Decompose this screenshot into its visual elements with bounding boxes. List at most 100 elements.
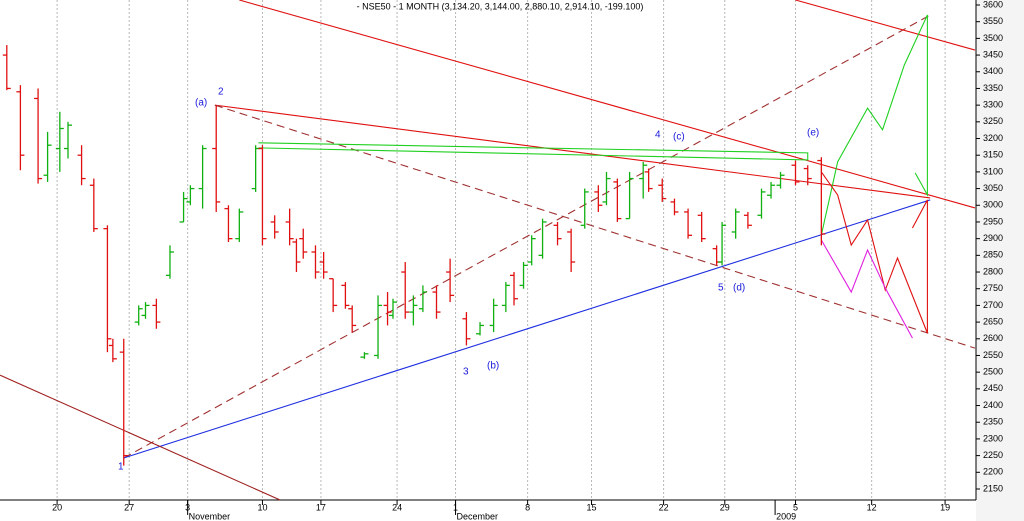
y-tick-label: 2450	[983, 383, 1003, 393]
ohlc-bar	[731, 208, 740, 239]
ohlc-bar	[803, 165, 812, 186]
x-major-label: November	[189, 511, 231, 521]
ohlc-bar	[446, 258, 455, 303]
trend-line	[820, 171, 928, 334]
ohlc-bar	[16, 85, 25, 171]
ohlc-bar	[553, 221, 562, 246]
y-tick-label: 2300	[983, 433, 1003, 443]
ohlc-bar	[527, 235, 536, 266]
ohlc-bar	[152, 298, 161, 329]
ohlc-bar	[538, 218, 547, 259]
x-tick-label: 27	[124, 502, 134, 512]
ohlc-bar	[388, 298, 397, 319]
ohlc-bar	[258, 145, 267, 246]
ohlc-bar	[251, 145, 260, 192]
y-tick-label: 3600	[983, 0, 1003, 9]
trend-line	[123, 199, 931, 459]
ohlc-bar	[34, 88, 43, 184]
y-tick-label: 3050	[983, 183, 1003, 193]
y-tick-label: 2600	[983, 333, 1003, 343]
ohlc-bar	[55, 111, 64, 172]
trend-line	[795, 0, 976, 51]
ohlc-bar	[165, 245, 174, 279]
ohlc-bar	[374, 295, 383, 359]
annotation: (c)	[673, 132, 685, 143]
y-tick-label: 2350	[983, 417, 1003, 427]
trend-line	[214, 104, 976, 349]
ohlc-bar	[625, 171, 634, 220]
ohlc-bar	[43, 131, 52, 182]
y-tick-label: 2400	[983, 400, 1003, 410]
annotation: 2	[218, 87, 224, 98]
ohlc-bar	[383, 292, 392, 326]
ohlc-bar	[776, 171, 785, 189]
y-tick-label: 3200	[983, 133, 1003, 143]
ohlc-bar	[817, 157, 826, 246]
ohlc-bar	[409, 295, 418, 326]
y-tick-label: 3350	[983, 83, 1003, 93]
y-tick-label: 2150	[983, 483, 1003, 493]
ohlc-bar	[519, 262, 528, 289]
y-tick-label: 3100	[983, 166, 1003, 176]
y-tick-label: 3500	[983, 33, 1003, 43]
x-tick-label: 29	[720, 502, 730, 512]
annotation: 3	[463, 367, 469, 378]
ohlc-bar	[697, 211, 706, 242]
ohlc-bar	[292, 238, 301, 273]
ohlc-bar	[108, 338, 117, 363]
ohlc-bar	[639, 161, 648, 199]
ohlc-bar	[613, 178, 622, 222]
ohlc-bar	[77, 145, 86, 186]
chart-title: - NSE50 - 1 MONTH (3,134.20, 3,144.00, 2…	[357, 1, 644, 11]
y-tick-label: 2850	[983, 250, 1003, 260]
y-tick-label: 3300	[983, 100, 1003, 110]
ohlc-bar	[418, 285, 427, 313]
trend-line	[820, 14, 928, 236]
ohlc-bar	[432, 285, 441, 319]
ohlc-bar	[212, 105, 221, 212]
ohlc-bar	[684, 208, 693, 239]
ohlc-bar	[658, 178, 667, 202]
y-tick-label: 3450	[983, 49, 1003, 59]
ohlc-bar	[489, 298, 498, 333]
ohlc-bar	[348, 305, 357, 333]
ohlc-bar	[594, 185, 603, 212]
ohlc-bar	[510, 272, 519, 306]
y-tick-label: 2200	[983, 467, 1003, 477]
y-tick-label: 2700	[983, 300, 1003, 310]
ohlc-bar	[791, 160, 800, 186]
trend-line	[258, 142, 809, 161]
x-tick-label: 10	[257, 502, 267, 512]
ohlc-bar	[319, 252, 328, 279]
trend-line	[0, 374, 281, 501]
y-tick-label: 2800	[983, 266, 1003, 276]
annotation: (b)	[487, 361, 499, 372]
x-tick-label: 20	[52, 502, 62, 512]
ohlc-bar	[270, 215, 279, 239]
annotation: (a)	[195, 98, 207, 109]
ohlc-bar	[311, 245, 320, 279]
y-tick-label: 3550	[983, 16, 1003, 26]
ohlc-bar	[644, 168, 653, 192]
y-axis-panel	[976, 0, 1024, 521]
ohlc-bar	[103, 225, 112, 353]
y-tick-label: 2900	[983, 233, 1003, 243]
ohlc-bar	[501, 282, 510, 313]
y-tick-label: 2500	[983, 367, 1003, 377]
ohlc-bar	[401, 262, 410, 319]
ohlc-bar	[285, 208, 294, 246]
annotation: (e)	[807, 128, 819, 139]
ohlc-bar	[179, 191, 188, 223]
y-tick-label: 2550	[983, 350, 1003, 360]
x-tick-label: 5	[793, 502, 798, 512]
y-tick-label: 3250	[983, 116, 1003, 126]
annotation: 1	[118, 462, 124, 473]
x-tick-label: 17	[316, 502, 326, 512]
ohlc-bar	[224, 205, 233, 242]
ohlc-bar	[602, 171, 611, 206]
ohlc-bar	[580, 188, 589, 229]
annotation: 4	[655, 130, 661, 141]
trend-line	[820, 239, 913, 339]
ohlc-bar	[718, 221, 727, 266]
